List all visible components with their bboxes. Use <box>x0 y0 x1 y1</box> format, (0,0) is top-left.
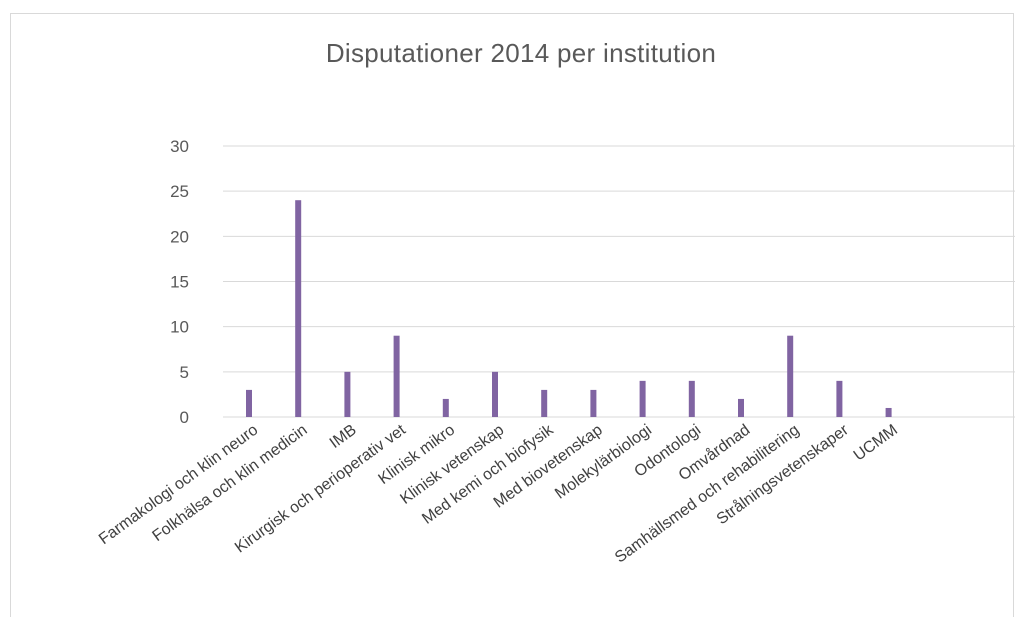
bar <box>836 380 843 417</box>
bar <box>442 398 449 417</box>
bar <box>639 380 646 417</box>
bar <box>590 389 597 417</box>
x-category-label: UCMM <box>851 421 901 464</box>
bar <box>738 398 744 417</box>
chart-title: Disputationer 2014 per institution <box>326 38 716 68</box>
x-category-label: Kirurgisk och perioperativ vet <box>232 421 409 556</box>
bar <box>492 371 498 417</box>
chart-frame: Disputationer 2014 per institution 0 5 10 1… <box>10 13 1015 617</box>
bar <box>344 371 351 417</box>
bar <box>885 407 892 417</box>
x-category-label: IMB <box>327 421 360 451</box>
bar <box>393 335 400 417</box>
bar <box>688 380 695 417</box>
y-tick-label: 0 <box>180 408 189 427</box>
bar <box>787 335 794 417</box>
y-tick-label: 5 <box>180 363 189 382</box>
y-tick-label: 15 <box>170 273 189 292</box>
bar-chart: Disputationer 2014 per institution 0 5 10 1… <box>96 38 1015 566</box>
y-axis-ticks: 0 5 10 15 20 25 30 <box>170 137 189 427</box>
y-tick-label: 25 <box>170 182 189 201</box>
bar <box>295 200 302 417</box>
grid-layer <box>223 145 1015 418</box>
y-tick-label: 30 <box>170 137 189 156</box>
y-tick-label: 10 <box>170 318 189 337</box>
bar-layer <box>246 200 892 417</box>
bar <box>541 389 548 417</box>
y-tick-label: 20 <box>170 227 189 246</box>
bar <box>246 389 252 417</box>
